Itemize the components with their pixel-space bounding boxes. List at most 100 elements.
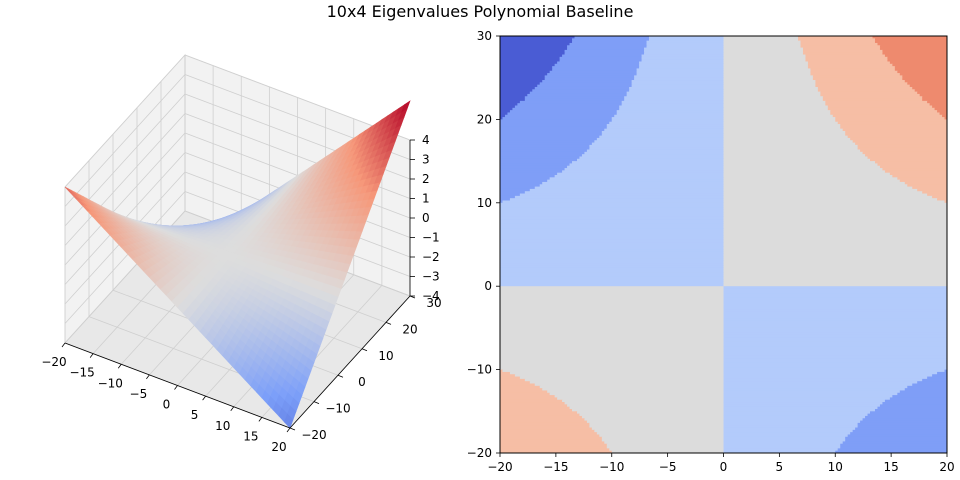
contour-band xyxy=(723,52,804,56)
contour-band xyxy=(812,75,903,79)
contour-band xyxy=(500,295,725,299)
contour-band xyxy=(723,269,947,273)
contour-band xyxy=(723,441,844,445)
contour-band xyxy=(723,77,814,81)
z-tick-label: 2 xyxy=(422,172,430,186)
y-tick xyxy=(313,401,320,404)
contour-band xyxy=(723,144,859,148)
contour-band xyxy=(917,188,947,192)
contour-band xyxy=(500,149,588,153)
contour-band xyxy=(723,337,947,341)
contour-band xyxy=(641,54,725,58)
contour-band xyxy=(500,89,533,93)
contour-band xyxy=(519,376,725,380)
contour-band xyxy=(569,406,725,410)
contour-band xyxy=(837,448,947,452)
contour-band xyxy=(723,415,866,419)
contour-band xyxy=(723,402,884,405)
contour-band xyxy=(805,59,888,63)
contour-band xyxy=(897,70,947,74)
contour-band xyxy=(723,297,947,301)
contour-band xyxy=(805,54,886,58)
contour-band xyxy=(723,172,891,176)
contour-band xyxy=(815,84,911,88)
contour-band xyxy=(723,149,861,153)
contour-band xyxy=(723,422,859,426)
contour-band xyxy=(884,54,947,58)
contour-band xyxy=(723,283,947,287)
contour-band xyxy=(944,117,947,120)
contour-band xyxy=(599,135,725,139)
contour-band xyxy=(874,38,947,42)
contour-band xyxy=(807,63,893,67)
contour-band xyxy=(944,369,947,373)
contour-band xyxy=(500,209,725,213)
contour-x-tick-label: −5 xyxy=(659,460,677,474)
contour-band xyxy=(870,158,947,162)
surface-patch xyxy=(284,413,294,429)
contour-band xyxy=(500,355,725,359)
contour-band xyxy=(932,195,947,199)
contour-band xyxy=(576,158,725,162)
contour-band xyxy=(723,307,947,310)
contour-band xyxy=(552,68,638,72)
z-tick-label: −1 xyxy=(422,231,440,245)
contour-band xyxy=(825,103,931,107)
contour-band xyxy=(594,140,725,144)
contour-band xyxy=(509,110,618,114)
contour-band xyxy=(723,293,947,297)
contour-band xyxy=(723,325,947,329)
contour-band xyxy=(723,272,947,276)
contour-band xyxy=(500,126,608,130)
contour-band xyxy=(500,383,536,387)
contour-band xyxy=(500,184,541,188)
contour-band xyxy=(589,422,725,426)
contour-band xyxy=(500,374,516,378)
contour-band xyxy=(723,260,947,264)
contour-band xyxy=(723,385,908,389)
x-tick xyxy=(61,342,66,348)
contour-band xyxy=(815,82,908,86)
z-tick-label: −4 xyxy=(422,289,440,303)
contour-band xyxy=(723,107,829,111)
contour-band xyxy=(559,56,643,60)
contour-band xyxy=(865,154,947,158)
contour-y-tick-label: −20 xyxy=(467,446,492,460)
contour-band xyxy=(500,73,548,76)
contour-band xyxy=(500,237,725,241)
contour-band xyxy=(534,383,725,387)
contour-band xyxy=(723,274,947,278)
contour-band xyxy=(500,249,725,253)
contour-band xyxy=(882,168,947,171)
contour-y-tick-label: 30 xyxy=(477,29,492,43)
contour-band xyxy=(500,367,725,371)
z-tick-label: −3 xyxy=(422,270,440,284)
contour-band xyxy=(606,443,725,447)
contour-band xyxy=(862,418,947,422)
contour-band xyxy=(500,161,573,165)
contour-band xyxy=(500,311,725,315)
contour-band xyxy=(810,70,898,74)
contour-band xyxy=(500,316,725,320)
contour-band xyxy=(594,429,725,433)
contour-band xyxy=(723,339,947,343)
contour-band xyxy=(500,344,725,348)
contour-band xyxy=(500,170,563,174)
contour-band xyxy=(897,392,947,396)
contour-band xyxy=(867,156,947,160)
contour-band xyxy=(934,107,947,111)
contour-band xyxy=(631,82,725,86)
contour-band xyxy=(500,371,511,375)
contour-band xyxy=(723,117,836,120)
contour-band xyxy=(807,66,896,70)
contour-band xyxy=(723,114,834,118)
figure-title: 10x4 Eigenvalues Polynomial Baseline xyxy=(326,2,634,21)
contour-band xyxy=(500,93,528,97)
contour-band xyxy=(723,281,947,285)
contour-band xyxy=(902,75,947,79)
contour-band xyxy=(723,290,947,294)
contour-band xyxy=(500,378,526,382)
contour-band xyxy=(500,246,725,250)
contour-band xyxy=(862,151,947,155)
contour-band xyxy=(723,198,938,202)
